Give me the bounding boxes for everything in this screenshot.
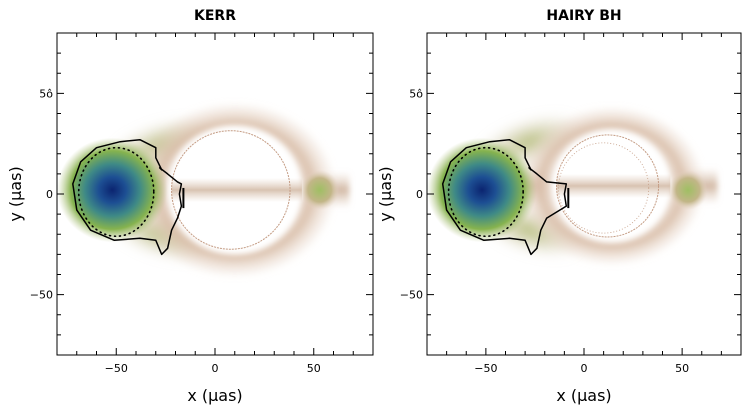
ticks: [56, 32, 374, 356]
x-tick-label: 50: [675, 362, 689, 375]
x-axis-label: x (μas): [187, 386, 242, 405]
shadow-band: [171, 177, 302, 203]
intensity-image: [57, 33, 373, 355]
dotted-ring: [77, 146, 155, 238]
y-axis-label: y (μas): [376, 166, 395, 221]
shadow-band: [556, 173, 671, 199]
photon-ring-inner: [558, 142, 650, 234]
y-tick-label: −50: [400, 289, 423, 302]
x-axis-label: x (μas): [556, 386, 611, 405]
y-axis-label: y (μas): [6, 166, 25, 221]
y-tick-label: −50: [30, 289, 53, 302]
y-tick-label: 5ô: [39, 87, 53, 100]
y-tick-label: 0: [46, 188, 53, 201]
photon-ring: [556, 134, 660, 238]
photon-ring: [171, 130, 291, 250]
hot-spot: [427, 137, 537, 243]
y-tick-label: 0: [416, 188, 423, 201]
critical-curve: [72, 138, 183, 256]
chart-title: HAIRY BH: [546, 8, 621, 24]
x-tick-label: −50: [105, 362, 128, 375]
dotted-ring: [447, 146, 524, 238]
x-tick-label: 0: [212, 362, 219, 375]
x-tick-label: 0: [581, 362, 588, 375]
panel-kerr: −50 0 50 5ô 0 −50 KERR x (μas) y (μas): [6, 8, 374, 405]
tail-blob: [299, 169, 340, 211]
ticks: [426, 32, 742, 356]
critical-curve: [441, 138, 568, 256]
panel-hairy-bh: −50 0 50 5ô 0 −50 HAIRY BH x (μas) y (μas): [376, 8, 742, 405]
x-tick-label: 50: [307, 362, 321, 375]
tail-blob: [668, 169, 708, 211]
x-tick-label: −50: [474, 362, 497, 375]
intensity-image: [427, 33, 741, 355]
chart-title: KERR: [194, 8, 236, 24]
hot-spot: [57, 137, 168, 243]
y-tick-label: 5ô: [409, 87, 423, 100]
